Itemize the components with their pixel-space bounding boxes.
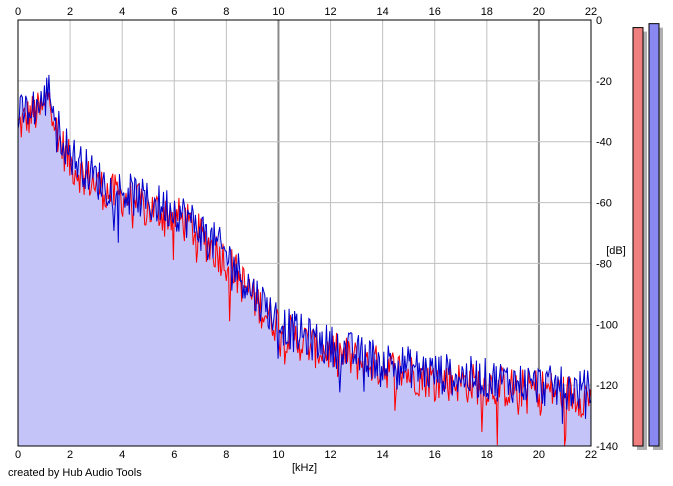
spectrum-fill-area	[18, 74, 591, 447]
y-tick-label: -60	[596, 198, 612, 210]
x-tick-label-top: 0	[15, 6, 21, 18]
x-tick-label-bottom: 16	[429, 449, 441, 461]
y-axis-label: [dB]	[606, 245, 626, 257]
x-tick-label-bottom: 20	[533, 449, 545, 461]
x-tick-label-bottom: 18	[481, 449, 493, 461]
x-tick-label-top: 2	[67, 6, 73, 18]
x-tick-label-bottom: 8	[223, 449, 229, 461]
x-tick-label-top: 14	[377, 6, 389, 18]
x-axis-label: [kHz]	[292, 462, 317, 474]
x-tick-label-bottom: 4	[119, 449, 125, 461]
y-tick-label: -20	[596, 76, 612, 88]
y-tick-label: -80	[596, 258, 612, 270]
x-tick-label-bottom: 14	[377, 449, 389, 461]
x-axis-bottom-ticks: 0 2 4 6 8 10 12 14 16 18 20 22	[15, 449, 597, 461]
meter-left-bar	[632, 27, 644, 447]
x-tick-label-bottom: 12	[324, 449, 336, 461]
x-tick-label-top: 4	[119, 6, 125, 18]
y-tick-label: -40	[596, 137, 612, 149]
x-tick-label-top: 16	[429, 6, 441, 18]
y-tick-label: -120	[596, 380, 618, 392]
series-left-channel	[17, 90, 592, 446]
x-tick-label-top: 12	[324, 6, 336, 18]
series-right-channel	[17, 74, 592, 424]
x-tick-label-top: 22	[585, 6, 597, 18]
x-axis-top-ticks: 0 2 4 6 8 10 12 14 16 18 20 22	[15, 6, 597, 18]
x-tick-label-top: 20	[533, 6, 545, 18]
x-tick-label-bottom: 10	[272, 449, 284, 461]
y-tick-label: -100	[596, 319, 618, 331]
x-tick-label-top: 8	[223, 6, 229, 18]
x-tick-label-top: 10	[272, 6, 284, 18]
y-tick-label: 0	[596, 15, 602, 27]
x-tick-label-bottom: 2	[67, 449, 73, 461]
meter-right-bar	[648, 23, 660, 447]
y-axis-ticks: 0 -20 -40 -60 -80 -100 -120 -140	[596, 15, 618, 453]
plot-border	[17, 19, 592, 447]
x-tick-label-bottom: 6	[171, 449, 177, 461]
level-meters	[632, 23, 663, 450]
credit-text: created by Hub Audio Tools	[8, 467, 142, 479]
x-tick-label-bottom: 22	[585, 449, 597, 461]
x-tick-label-bottom: 0	[15, 449, 21, 461]
x-tick-label-top: 6	[171, 6, 177, 18]
x-tick-label-top: 18	[481, 6, 493, 18]
y-tick-label: -140	[596, 441, 618, 453]
